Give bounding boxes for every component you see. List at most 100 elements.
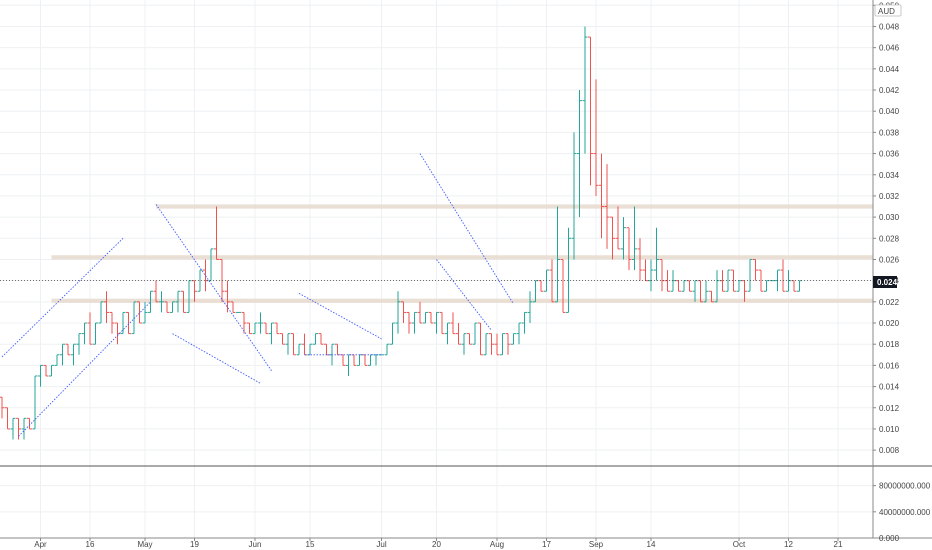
ohlc-bar[interactable] — [494, 333, 500, 356]
ohlc-bar[interactable] — [175, 290, 181, 313]
ohlc-bar[interactable] — [43, 364, 49, 377]
ohlc-bar[interactable] — [489, 333, 494, 355]
ohlc-bar[interactable] — [604, 164, 610, 249]
ohlc-bar[interactable] — [10, 417, 16, 440]
trendline[interactable] — [419, 153, 514, 305]
ohlc-bar[interactable] — [252, 322, 258, 335]
ohlc-bar[interactable] — [621, 217, 626, 260]
ohlc-bar[interactable] — [395, 291, 401, 334]
ohlc-bar[interactable] — [109, 311, 115, 334]
ohlc-bar[interactable] — [263, 322, 269, 335]
ohlc-bar[interactable] — [181, 290, 186, 313]
ohlc-bar[interactable] — [450, 312, 456, 335]
ohlc-bar[interactable] — [274, 322, 280, 335]
ohlc-bar[interactable] — [731, 269, 736, 292]
ohlc-bar[interactable] — [505, 333, 511, 355]
ohlc-bar[interactable] — [93, 322, 98, 345]
ohlc-bar[interactable] — [472, 322, 478, 345]
ohlc-bar[interactable] — [401, 301, 406, 324]
trendline[interactable] — [298, 292, 382, 340]
ohlc-bar[interactable] — [637, 238, 643, 281]
ohlc-bar[interactable] — [65, 343, 71, 356]
trendline[interactable] — [1, 237, 124, 358]
ohlc-bar[interactable] — [38, 364, 43, 387]
ohlc-bar[interactable] — [417, 301, 423, 324]
ohlc-bar[interactable] — [428, 311, 434, 324]
ohlc-bar[interactable] — [285, 333, 291, 355]
ohlc-bar[interactable] — [423, 311, 428, 324]
ohlc-bar[interactable] — [516, 322, 522, 345]
ohlc-bar[interactable] — [467, 333, 472, 345]
ohlc-bar[interactable] — [32, 375, 38, 430]
ohlc-bar[interactable] — [126, 311, 131, 335]
ohlc-bar[interactable] — [571, 132, 577, 260]
trendline[interactable] — [172, 333, 261, 384]
ohlc-bar[interactable] — [230, 301, 236, 313]
ohlc-bar[interactable] — [703, 280, 709, 303]
ohlc-bar[interactable] — [296, 343, 302, 356]
ohlc-bar[interactable] — [170, 301, 175, 313]
ohlc-bar[interactable] — [21, 417, 27, 440]
ohlc-bar[interactable] — [511, 333, 516, 345]
ohlc-bar[interactable] — [104, 291, 109, 324]
ohlc-bar[interactable] — [478, 322, 483, 356]
ohlc-bar[interactable] — [758, 269, 764, 292]
ohlc-bar[interactable] — [582, 26, 588, 154]
ohlc-bar[interactable] — [588, 36, 593, 186]
ohlc-bar[interactable] — [439, 311, 445, 335]
ohlc-bar[interactable] — [159, 291, 164, 313]
ohlc-bar[interactable] — [241, 311, 247, 334]
ohlc-bar[interactable] — [615, 206, 621, 250]
ohlc-bar[interactable] — [5, 407, 10, 430]
ohlc-bar[interactable] — [60, 343, 65, 366]
currency-label-box[interactable]: AUD — [874, 4, 902, 17]
ohlc-bar[interactable] — [131, 301, 137, 335]
ohlc-bar[interactable] — [522, 311, 527, 334]
ohlc-bar[interactable] — [280, 333, 285, 345]
ohlc-bar[interactable] — [27, 417, 32, 430]
ohlc-bar[interactable] — [709, 290, 714, 303]
ohlc-bar[interactable] — [654, 227, 659, 281]
ohlc-bar[interactable] — [214, 206, 219, 260]
ohlc-bar[interactable] — [54, 354, 60, 366]
ohlc-bar[interactable] — [164, 301, 170, 313]
ohlc-bar[interactable] — [412, 311, 417, 334]
ohlc-bar[interactable] — [626, 227, 632, 271]
ohlc-bar[interactable] — [269, 322, 274, 345]
ohlc-bar[interactable] — [49, 364, 54, 377]
ohlc-bars[interactable] — [0, 26, 802, 440]
ohlc-bar[interactable] — [555, 206, 560, 303]
ohlc-bar[interactable] — [390, 322, 395, 345]
ohlc-bar[interactable] — [318, 333, 324, 345]
ohlc-bar[interactable] — [461, 333, 467, 355]
time-axis[interactable]: Apr 16 May 19 Jun 15 Jul 20 Aug 17 Sep 14 Oct 12 21 — [34, 538, 843, 549]
ohlc-bar[interactable] — [258, 312, 263, 334]
ohlc-bar[interactable] — [0, 396, 5, 419]
ohlc-bar[interactable] — [76, 333, 82, 355]
ohlc-bar[interactable] — [225, 280, 230, 313]
trendline[interactable] — [155, 204, 272, 371]
ohlc-bar[interactable] — [456, 323, 461, 345]
ohlc-bar[interactable] — [406, 311, 412, 334]
ohlc-bar[interactable] — [434, 311, 439, 334]
ohlc-bar[interactable] — [137, 301, 142, 324]
ohlc-bar[interactable] — [566, 227, 571, 313]
ohlc-bar[interactable] — [577, 90, 582, 218]
ohlc-bar[interactable] — [593, 79, 599, 196]
ohlc-bar[interactable] — [313, 333, 318, 345]
ohlc-bar[interactable] — [291, 333, 296, 356]
ohlc-bar[interactable] — [560, 258, 566, 313]
ohlc-bar[interactable] — [780, 259, 786, 292]
ohlc-bar[interactable] — [725, 269, 731, 292]
volume-axis[interactable]: 80000000.000 40000000.000 0.000 — [873, 482, 931, 543]
ohlc-bar[interactable] — [153, 280, 159, 303]
ohlc-bar[interactable] — [483, 333, 489, 356]
ohlc-bar[interactable] — [120, 311, 126, 335]
ohlc-bar[interactable] — [247, 322, 252, 335]
trendlines[interactable] — [1, 153, 514, 437]
ohlc-bar[interactable] — [71, 343, 76, 366]
ohlc-bar[interactable] — [82, 322, 87, 345]
trendline[interactable] — [18, 301, 151, 437]
ohlc-bar[interactable] — [142, 301, 148, 324]
